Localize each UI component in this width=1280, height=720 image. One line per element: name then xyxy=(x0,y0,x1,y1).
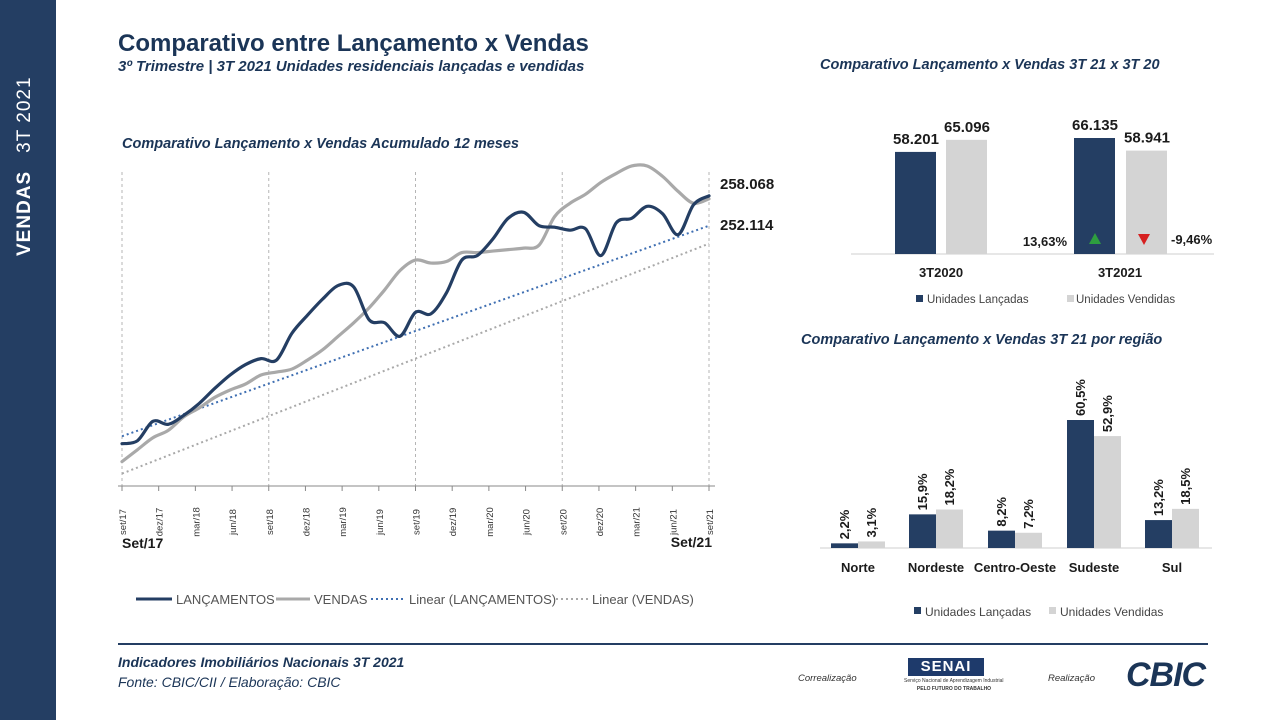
x-tick-label: jun/19 xyxy=(375,509,386,536)
realizacao-label: Realização xyxy=(1048,673,1095,684)
x-tick-label: jun/21 xyxy=(668,509,679,536)
bar2-category-label: Centro-Oeste xyxy=(974,560,1056,575)
legend-swatch xyxy=(1049,607,1056,614)
bar2-value-label: 18,5% xyxy=(1178,468,1193,505)
bar2-category-label: Sudeste xyxy=(1069,560,1120,575)
x-tick-label: set/21 xyxy=(705,509,716,535)
bar2-value-label: 15,9% xyxy=(915,473,930,510)
bar2-value-label: 8,2% xyxy=(994,497,1009,527)
series-line-lancamentos xyxy=(120,194,711,446)
legend-label: Linear (VENDAS) xyxy=(592,592,694,607)
legend-label: VENDAS xyxy=(314,592,368,607)
down-arrow-icon xyxy=(1138,234,1150,245)
x-tick-label: mar/21 xyxy=(632,507,643,537)
bar-vendidas xyxy=(1015,532,1042,548)
bar-lancadas xyxy=(895,151,936,254)
bar2-value-label: 2,2% xyxy=(837,509,852,539)
x-tick-label: set/17 xyxy=(118,509,129,535)
legend-label: Unidades Lançadas xyxy=(925,605,1031,619)
bar-vendidas xyxy=(1094,436,1121,548)
bar2-value-label: 3,1% xyxy=(864,507,879,537)
end-value-vendas: 252.114 xyxy=(720,217,774,234)
bar1-value-label: 65.096 xyxy=(944,119,990,136)
bar-vendidas xyxy=(858,541,885,548)
series-line-vendas xyxy=(120,163,711,464)
page-subtitle: 3º Trimestre | 3T 2021 Unidades residenc… xyxy=(118,58,585,75)
period-start-label: Set/17 xyxy=(122,535,163,551)
end-value-lancamentos: 258.068 xyxy=(720,176,774,193)
bar2-value-label: 13,2% xyxy=(1151,479,1166,516)
bar1-value-label: 66.135 xyxy=(1072,117,1118,134)
bar1-value-label: 58.201 xyxy=(893,131,939,148)
x-tick-label: set/20 xyxy=(558,509,569,535)
sidebar: VENDAS3T 2021 xyxy=(0,0,56,720)
trendline-vendas xyxy=(121,242,710,475)
bar-vendidas xyxy=(946,139,987,254)
x-tick-label: dez/20 xyxy=(595,508,606,537)
legend-label: Unidades Vendidas xyxy=(1060,605,1163,619)
legend-swatch xyxy=(914,607,921,614)
change-vendidas: -9,46% xyxy=(1171,232,1213,247)
bar2-value-label: 7,2% xyxy=(1021,499,1036,529)
bar-vendidas xyxy=(936,509,963,548)
footer-title: Indicadores Imobiliários Nacionais 3T 20… xyxy=(118,654,405,670)
legend-swatch xyxy=(1067,295,1074,302)
up-arrow-icon xyxy=(1089,233,1101,244)
bar-lancadas xyxy=(988,530,1015,548)
legend-label: Linear (LANÇAMENTOS) xyxy=(409,592,556,607)
bar2-category-label: Nordeste xyxy=(908,560,964,575)
bar-lancadas xyxy=(831,543,858,548)
x-tick-label: set/19 xyxy=(412,509,423,535)
bar1-value-label: 58.941 xyxy=(1124,130,1170,147)
change-lancadas: 13,63% xyxy=(1023,234,1068,249)
bar1-category-label: 3T2021 xyxy=(1098,265,1142,280)
legend-swatch xyxy=(916,295,923,302)
x-tick-label: dez/17 xyxy=(155,508,166,537)
correalizacao-label: Correalização xyxy=(798,673,857,684)
legend-label: Unidades Lançadas xyxy=(927,294,1029,306)
bar-lancadas xyxy=(1145,520,1172,548)
period-end-label: Set/21 xyxy=(671,534,712,550)
bar2-category-label: Norte xyxy=(841,560,875,575)
x-tick-label: set/18 xyxy=(265,509,276,535)
bar-lancadas xyxy=(909,514,936,548)
legend-label: LANÇAMENTOS xyxy=(176,592,275,607)
bar2-category-label: Sul xyxy=(1162,560,1182,575)
bar-vendidas xyxy=(1172,508,1199,548)
bar2-value-label: 52,9% xyxy=(1100,395,1115,432)
bar-chart-1-title: Comparativo Lançamento x Vendas 3T 21 x … xyxy=(820,57,1160,73)
x-tick-label: dez/18 xyxy=(301,508,312,537)
bar-chart-2-title: Comparativo Lançamento x Vendas 3T 21 po… xyxy=(801,332,1163,348)
bar-lancadas xyxy=(1067,420,1094,548)
line-chart-title: Comparativo Lançamento x Vendas Acumulad… xyxy=(122,136,520,152)
senai-logo: SENAI Serviço Nacional de Aprendizagem I… xyxy=(904,658,1004,692)
x-tick-label: mar/18 xyxy=(191,507,202,537)
x-tick-label: dez/19 xyxy=(448,508,459,537)
page-title: Comparativo entre Lançamento x Vendas xyxy=(118,30,589,57)
x-tick-label: mar/20 xyxy=(485,507,496,537)
footer-source: Fonte: CBIC/CII / Elaboração: CBIC xyxy=(118,674,341,690)
cbic-logo: CBIC xyxy=(1126,656,1206,694)
footer-divider xyxy=(118,643,1208,645)
x-tick-label: mar/19 xyxy=(338,507,349,537)
trendline-lancamentos xyxy=(121,224,710,438)
bar2-value-label: 18,2% xyxy=(942,468,957,505)
legend-label: Unidades Vendidas xyxy=(1076,294,1175,306)
bar2-value-label: 60,5% xyxy=(1073,379,1088,416)
bar1-category-label: 3T2020 xyxy=(919,265,963,280)
x-tick-label: jun/18 xyxy=(228,509,239,536)
x-tick-label: jun/20 xyxy=(522,509,533,536)
